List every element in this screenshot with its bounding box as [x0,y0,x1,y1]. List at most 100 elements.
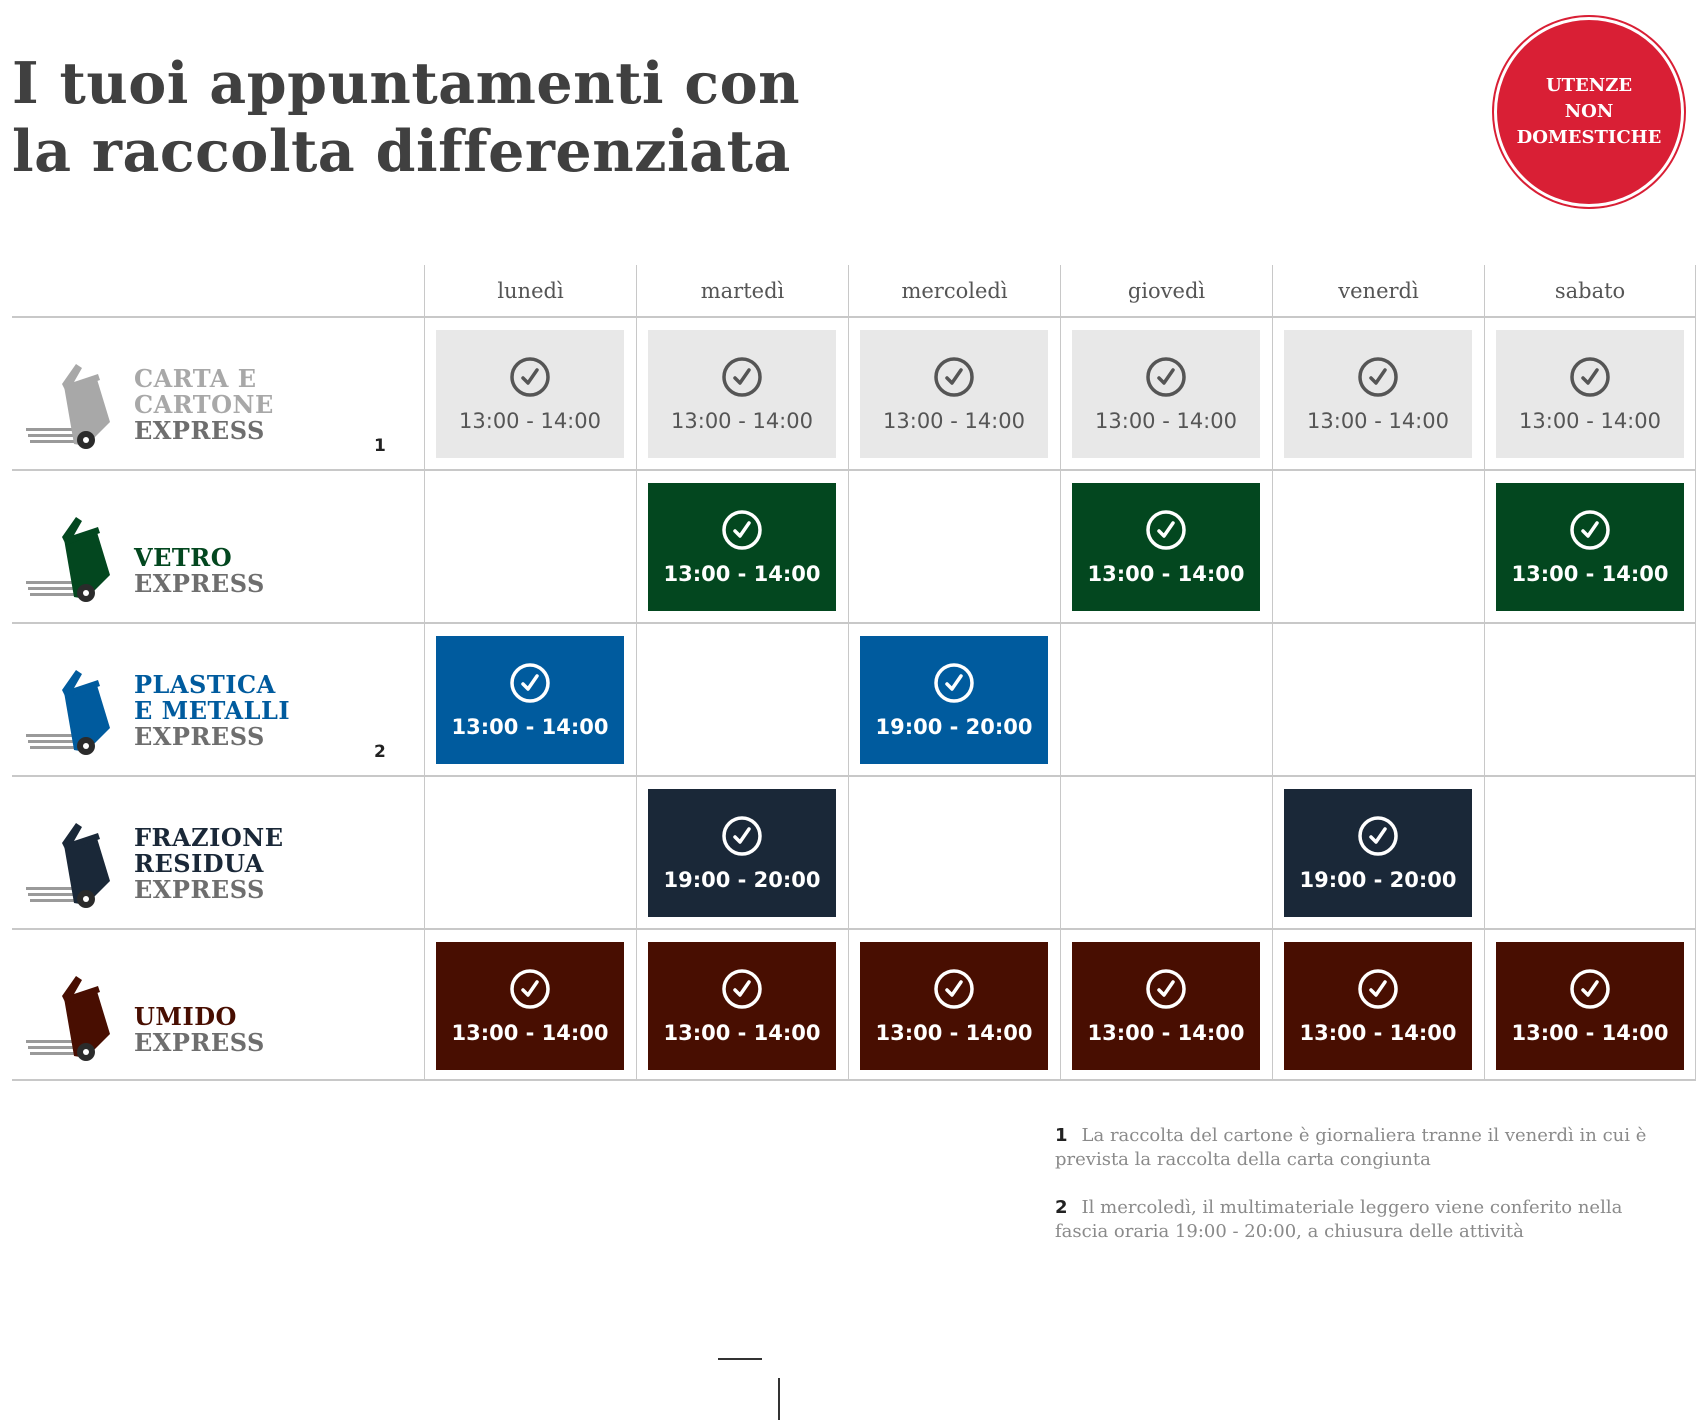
collection-time-slot: 13:00 - 14:00 [860,330,1048,458]
time-range: 13:00 - 14:00 [1307,409,1449,433]
decorative-line [778,1378,780,1420]
schedule-cell: 13:00 - 14:00 [424,622,636,775]
category-name-line: CARTONE [134,390,274,419]
category-name: PLASTICA E METALLI EXPRESS [134,672,290,750]
organic-bin-icon [26,976,110,1061]
clock-icon [1358,357,1398,397]
badge-line-1: UTENZE [1545,75,1633,96]
schedule-cell: 13:00 - 14:00 [1484,316,1696,469]
schedule-cell: 13:00 - 14:00 [1484,928,1696,1081]
schedule-cell: 19:00 - 20:00 [636,775,848,928]
time-range: 13:00 - 14:00 [883,409,1025,433]
clock-icon [934,969,974,1009]
paper-bin-icon [26,364,110,449]
time-range: 13:00 - 14:00 [671,409,813,433]
time-range: 13:00 - 14:00 [1299,1021,1457,1045]
clock-icon [722,816,762,856]
category-label-plastica: PLASTICA E METALLI EXPRESS 2 [12,622,424,775]
time-range: 13:00 - 14:00 [1511,1021,1669,1045]
time-range: 13:00 - 14:00 [451,715,609,739]
collection-time-slot: 19:00 - 20:00 [648,789,836,917]
category-name: VETRO EXPRESS [134,545,265,597]
schedule-cell [1060,775,1272,928]
schedule-cell: 13:00 - 14:00 [1060,469,1272,622]
clock-icon [722,357,762,397]
collection-time-slot: 13:00 - 14:00 [1496,483,1684,611]
category-name: FRAZIONE RESIDUA EXPRESS [134,825,284,903]
collection-time-slot: 19:00 - 20:00 [1284,789,1472,917]
category-name-line: FRAZIONE [134,823,284,852]
day-header: venerdì [1272,265,1484,316]
badge-line-2: NON [1564,101,1614,122]
collection-time-slot: 13:00 - 14:00 [1072,330,1260,458]
footnote-number: 2 [1055,1197,1068,1218]
clock-icon [1570,510,1610,550]
footnote-item: 2 Il mercoledì, il multimateriale leggero… [1055,1196,1675,1244]
schedule-cell: 13:00 - 14:00 [636,928,848,1081]
footnote-text: Il mercoledì, il multimateriale leggero … [1055,1197,1623,1242]
category-name-line: RESIDUA [134,849,264,878]
page-title-line-1: I tuoi appuntamenti con [12,50,801,117]
collection-time-slot: 13:00 - 14:00 [1284,330,1472,458]
residual-bin-icon [26,823,110,908]
day-header: sabato [1484,265,1696,316]
category-label-vetro: VETRO EXPRESS [12,469,424,622]
footnotes: 1 La raccolta del cartone è giornaliera t… [1055,1124,1675,1268]
schedule-cell [1272,469,1484,622]
schedule-cell: 13:00 - 14:00 [424,928,636,1081]
time-range: 13:00 - 14:00 [875,1021,1033,1045]
schedule-cell [424,775,636,928]
day-header: martedì [636,265,848,316]
category-name-line: PLASTICA [134,670,276,699]
page-title: I tuoi appuntamenti con la raccolta diff… [12,50,800,186]
category-name-line: UMIDO [134,1002,237,1031]
time-range: 13:00 - 14:00 [663,1021,821,1045]
schedule-cell: 13:00 - 14:00 [1060,316,1272,469]
clock-icon [510,969,550,1009]
category-name-line: E METALLI [134,696,291,725]
schedule-cell: 13:00 - 14:00 [424,316,636,469]
time-range: 13:00 - 14:00 [1095,409,1237,433]
plastic-bin-icon [26,670,110,755]
schedule-cell [848,469,1060,622]
schedule-cell [1484,775,1696,928]
schedule-cell: 13:00 - 14:00 [636,316,848,469]
time-range: 19:00 - 20:00 [875,715,1033,739]
collection-time-slot: 13:00 - 14:00 [436,942,624,1070]
schedule-cell [1272,622,1484,775]
category-label-carta: CARTA E CARTONE EXPRESS 1 [12,316,424,469]
collection-schedule-table: lunedì martedì mercoledì giovedì venerdì saba… [12,265,1696,1081]
category-label-residuo: FRAZIONE RESIDUA EXPRESS [12,775,424,928]
time-range: 13:00 - 14:00 [459,409,601,433]
time-range: 13:00 - 14:00 [1087,562,1245,586]
clock-icon [510,357,550,397]
collection-time-slot: 13:00 - 14:00 [648,330,836,458]
glass-bin-icon [26,517,110,602]
time-range: 13:00 - 14:00 [1087,1021,1245,1045]
category-name-line: CARTA E [134,364,257,393]
time-range: 19:00 - 20:00 [663,868,821,892]
clock-icon [1570,357,1610,397]
day-header: lunedì [424,265,636,316]
collection-time-slot: 13:00 - 14:00 [648,483,836,611]
schedule-cell [424,469,636,622]
schedule-cell [1484,622,1696,775]
clock-icon [934,357,974,397]
decorative-line [718,1358,762,1360]
badge-line-3: DOMESTICHE [1516,127,1662,148]
clock-icon [1146,969,1186,1009]
footnote-marker: 2 [374,742,386,762]
time-range: 13:00 - 14:00 [1519,409,1661,433]
clock-icon [934,663,974,703]
schedule-cell: 13:00 - 14:00 [636,469,848,622]
clock-icon [1570,969,1610,1009]
schedule-cell: 13:00 - 14:00 [1060,928,1272,1081]
category-express-label: EXPRESS [134,875,265,904]
clock-icon [1358,969,1398,1009]
clock-icon [1146,357,1186,397]
clock-icon [510,663,550,703]
collection-time-slot: 13:00 - 14:00 [1072,942,1260,1070]
collection-time-slot: 19:00 - 20:00 [860,636,1048,764]
schedule-cell: 13:00 - 14:00 [848,928,1060,1081]
clock-icon [722,969,762,1009]
